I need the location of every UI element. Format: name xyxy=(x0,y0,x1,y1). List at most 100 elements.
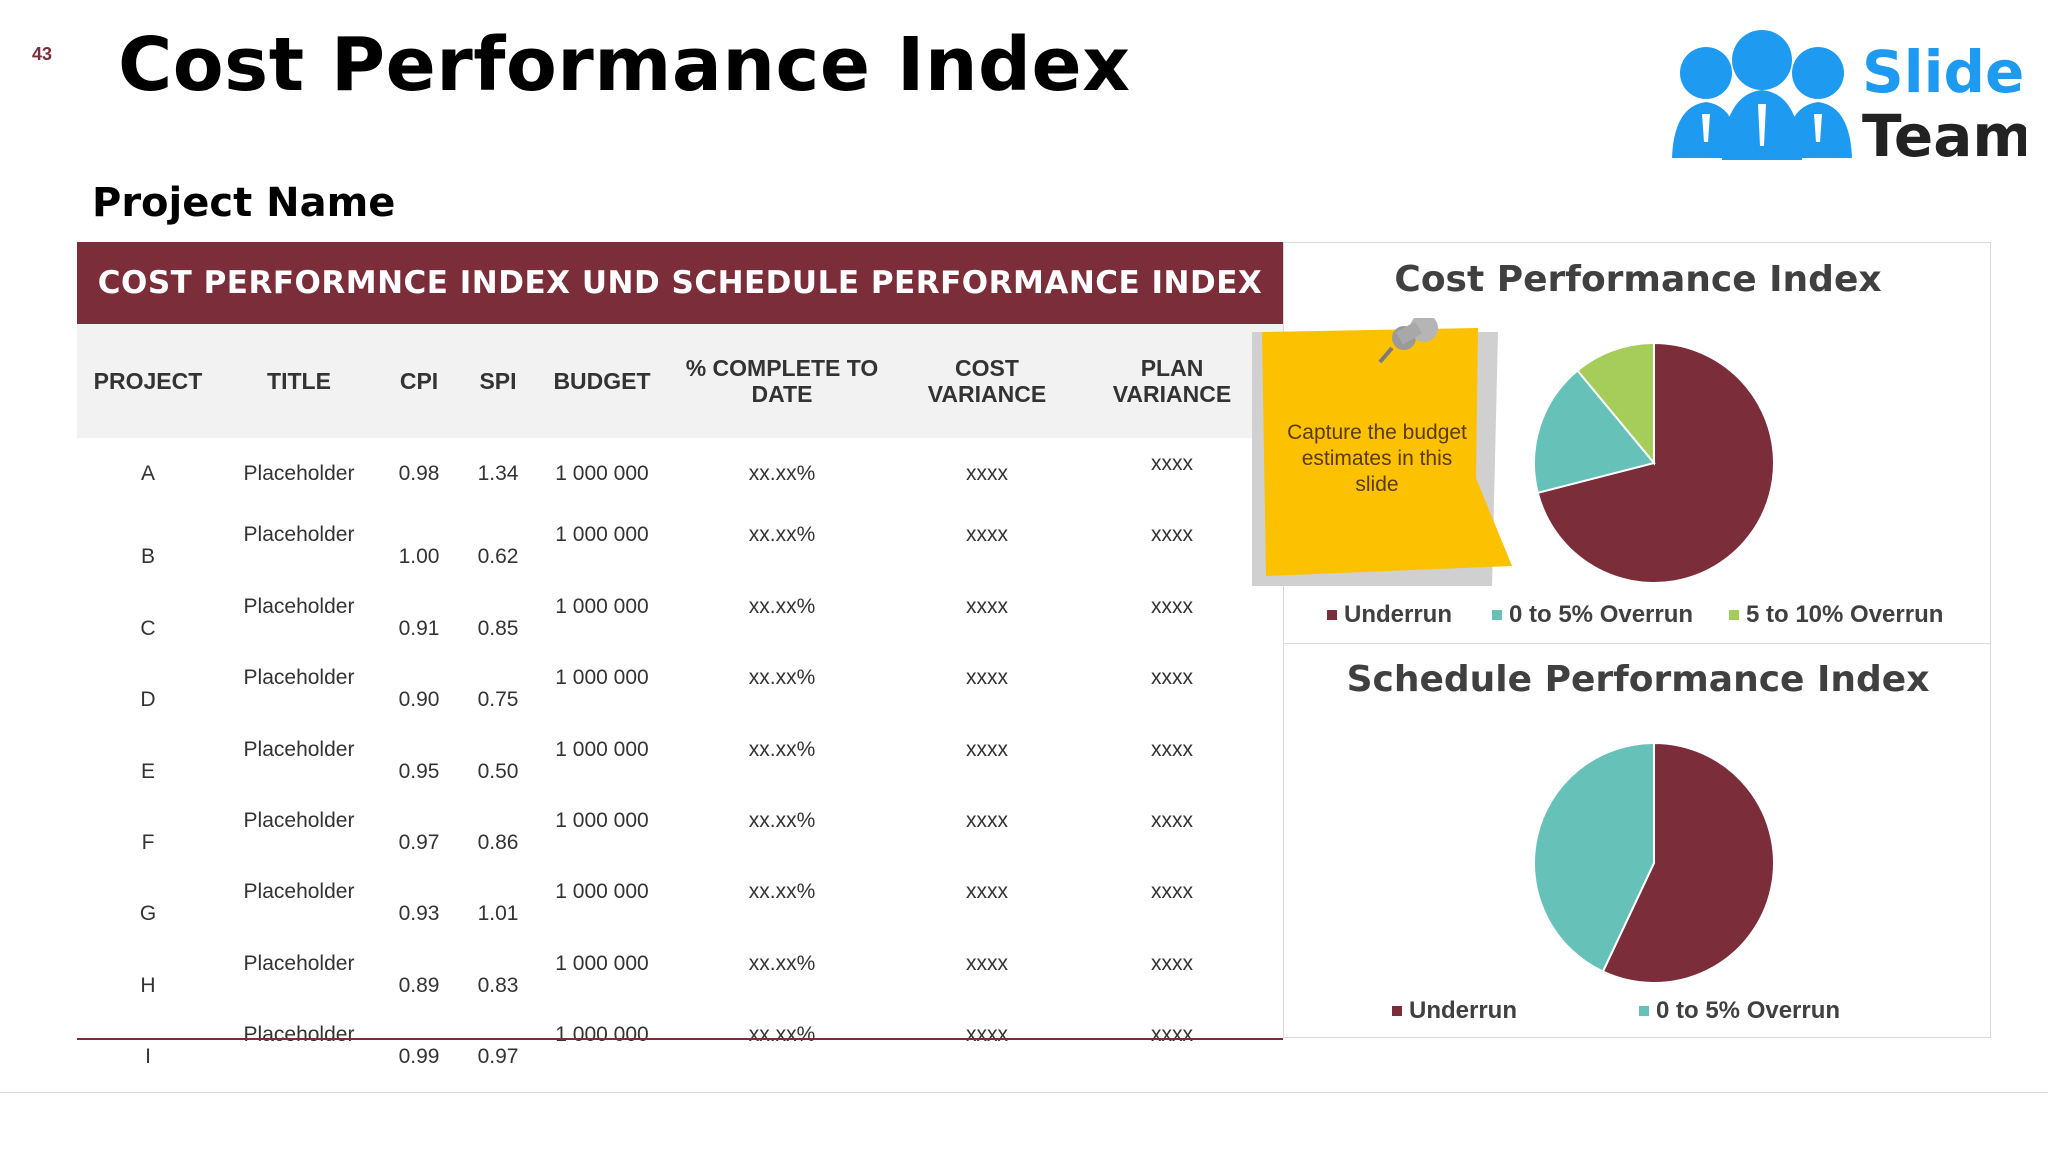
legend-swatch xyxy=(1492,610,1502,620)
header-complete: % COMPLETE TO DATE xyxy=(667,324,897,438)
header-plan-line1: PLAN xyxy=(1140,355,1204,381)
sticky-note-text: Capture the budget estimates in this sli… xyxy=(1287,421,1467,496)
cell-project: A xyxy=(140,462,155,485)
cell-complete: xx.xx% xyxy=(748,462,816,485)
cell-budget: 1 000 000 xyxy=(555,523,649,547)
table-row: D Placeholder 0.90 0.75 1 000 000 xx.xx% xxxx x… xyxy=(77,666,1283,737)
table-bottom-rule xyxy=(77,1038,1283,1040)
pie-slice-3 xyxy=(1576,341,1655,466)
cell-complete: xx.xx% xyxy=(748,1023,816,1047)
cell-spi: 1.34 xyxy=(477,462,519,485)
sticky-note xyxy=(1252,318,1512,586)
legend-label: 0 to 5% Overrun xyxy=(1656,997,1841,1024)
cell-spi: 0.62 xyxy=(477,545,519,569)
cell-complete: xx.xx% xyxy=(748,594,816,618)
cell-spi: 0.85 xyxy=(477,616,519,640)
page-title: Cost Performance Index xyxy=(118,22,1131,108)
cell-cost-variance: xxxx xyxy=(966,951,1008,975)
cell-plan-variance: xxxx xyxy=(1151,737,1193,761)
cell-cpi: 0.98 xyxy=(398,462,440,485)
cell-project: H xyxy=(140,973,156,997)
slide-number: 43 xyxy=(32,44,53,64)
cell-complete: xx.xx% xyxy=(748,523,816,547)
cpi-chart-title: Cost Performance Index xyxy=(1394,259,1882,300)
legend-label: Underrun xyxy=(1409,997,1517,1024)
cell-title: Placeholder xyxy=(243,737,355,761)
cell-plan-variance: xxxx xyxy=(1151,666,1193,690)
cell-project: D xyxy=(140,688,156,712)
cell-cost-variance: xxxx xyxy=(966,462,1008,485)
cell-title: Placeholder xyxy=(243,594,355,618)
cell-spi: 0.75 xyxy=(477,688,519,712)
cell-title: Placeholder xyxy=(243,462,355,485)
cell-spi: 0.97 xyxy=(477,1045,519,1069)
cell-spi: 0.50 xyxy=(477,759,519,783)
cell-cpi: 0.97 xyxy=(398,831,440,854)
cell-title: Placeholder xyxy=(243,666,355,690)
header-cost-variance: COST VARIANCE xyxy=(897,324,1077,438)
cell-title: Placeholder xyxy=(243,523,355,547)
table-banner: COST PERFORMNCE INDEX UND SCHEDULE PERFO… xyxy=(77,242,1283,324)
legend-label: 5 to 10% Overrun xyxy=(1746,601,1944,628)
cpi-pie-chart xyxy=(1533,341,1775,584)
cell-project: F xyxy=(141,831,155,854)
header-budget: BUDGET xyxy=(553,368,651,394)
header-plan-variance: PLAN VARIANCE xyxy=(1077,324,1267,438)
legend-item: 0 to 5% Overrun xyxy=(1639,997,1840,1025)
cell-title: Placeholder xyxy=(243,951,355,975)
table-row: F Placeholder 0.97 0.86 1 000 000 xx.xx% xxxx x… xyxy=(77,809,1283,880)
cell-project: I xyxy=(145,1045,151,1069)
cell-cost-variance: xxxx xyxy=(966,880,1008,904)
header-spi: SPI xyxy=(479,368,517,394)
cell-cpi: 0.99 xyxy=(398,1045,440,1069)
pie-slice-1 xyxy=(1601,741,1775,984)
header-project: PROJECT xyxy=(93,368,203,394)
cell-cost-variance: xxxx xyxy=(966,809,1008,832)
cell-spi: 1.01 xyxy=(477,902,519,926)
cell-complete: xx.xx% xyxy=(748,809,816,832)
cell-budget: 1 000 000 xyxy=(555,462,649,485)
header-plan-line2: VARIANCE xyxy=(1112,381,1232,407)
cell-complete: xx.xx% xyxy=(748,951,816,975)
legend-item: Underrun xyxy=(1327,601,1452,629)
legend-swatch xyxy=(1639,1006,1649,1016)
cell-cpi: 1.00 xyxy=(398,545,440,569)
cell-project: E xyxy=(140,759,155,783)
legend-swatch xyxy=(1327,610,1337,620)
logo-text-team: Team xyxy=(1862,102,2026,168)
cell-spi: 0.86 xyxy=(477,831,519,854)
cell-title: Placeholder xyxy=(243,1023,355,1047)
header-cost-line1: COST xyxy=(955,355,1019,381)
cell-cpi: 0.93 xyxy=(398,902,440,926)
legend-item: 5 to 10% Overrun xyxy=(1729,601,1943,629)
cell-plan-variance: xxxx xyxy=(1151,809,1193,832)
performance-table: COST PERFORMNCE INDEX UND SCHEDULE PERFO… xyxy=(77,242,1283,1068)
table-row: A Placeholder 0.98 1.34 1 000 000 xx.xx% xxxx x… xyxy=(77,452,1283,523)
people-icon xyxy=(1672,30,1852,160)
cell-cost-variance: xxxx xyxy=(966,737,1008,761)
legend-label: Underrun xyxy=(1344,601,1452,628)
pushpin-icon xyxy=(1378,318,1438,364)
cell-budget: 1 000 000 xyxy=(555,880,649,904)
cell-spi: 0.83 xyxy=(477,973,519,997)
cell-plan-variance: xxxx xyxy=(1151,951,1193,975)
cell-budget: 1 000 000 xyxy=(555,1023,649,1047)
logo-text-slide: Slide xyxy=(1862,38,2024,106)
cell-complete: xx.xx% xyxy=(748,737,816,761)
table-row: H Placeholder 0.89 0.83 1 000 000 xx.xx% xxxx x… xyxy=(77,952,1283,1023)
cell-cpi: 0.95 xyxy=(398,759,440,783)
pie-slice-2 xyxy=(1533,369,1656,495)
cell-budget: 1 000 000 xyxy=(555,809,649,832)
header-cpi: CPI xyxy=(399,368,439,394)
spi-chart-title: Schedule Performance Index xyxy=(1346,659,1930,700)
cell-plan-variance: xxxx xyxy=(1151,880,1193,904)
header-complete-line2: DATE xyxy=(751,381,813,407)
legend-item: Underrun xyxy=(1392,997,1517,1025)
cell-title: Placeholder xyxy=(243,880,355,904)
cell-project: B xyxy=(140,545,155,569)
pie-slice-2 xyxy=(1533,741,1655,973)
spi-pie-chart xyxy=(1533,741,1775,984)
table-header-row: PROJECT TITLE CPI SPI BUDGET % COMPLETE … xyxy=(77,324,1283,438)
cell-plan-variance: xxxx xyxy=(1151,452,1193,475)
legend-label: 0 to 5% Overrun xyxy=(1509,601,1694,628)
